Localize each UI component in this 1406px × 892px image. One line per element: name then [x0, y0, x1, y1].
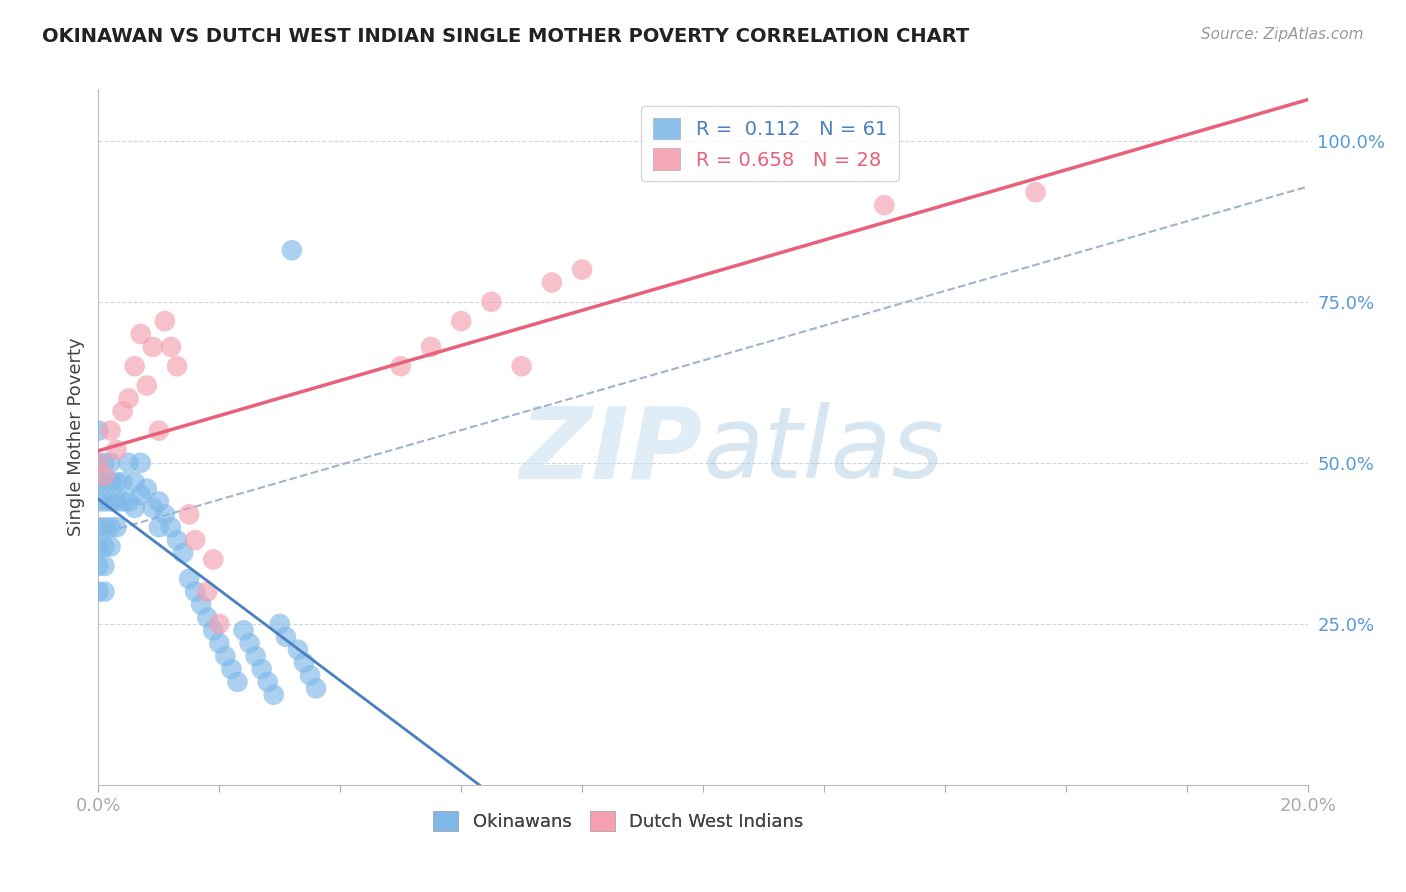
Point — [87, 475, 110, 490]
Y-axis label: Single Mother Poverty: Single Mother Poverty — [66, 338, 84, 536]
Point — [105, 475, 128, 490]
Point — [214, 649, 236, 664]
Point — [420, 340, 443, 354]
Point — [100, 475, 122, 490]
Point — [148, 494, 170, 508]
Point — [87, 520, 110, 534]
Point — [184, 533, 207, 548]
Point — [540, 276, 562, 290]
Point — [124, 359, 146, 374]
Point — [202, 552, 225, 566]
Point — [93, 540, 115, 554]
Point — [105, 520, 128, 534]
Point — [160, 520, 183, 534]
Point — [142, 340, 165, 354]
Point — [263, 688, 285, 702]
Point — [179, 508, 201, 522]
Point — [160, 340, 183, 354]
Point — [510, 359, 533, 374]
Point — [208, 636, 231, 650]
Point — [226, 674, 249, 689]
Point — [873, 198, 896, 212]
Text: atlas: atlas — [703, 402, 945, 500]
Point — [153, 508, 176, 522]
Point — [299, 668, 322, 682]
Point — [93, 475, 115, 490]
Point — [250, 662, 273, 676]
Point — [105, 442, 128, 457]
Point — [124, 475, 146, 490]
Point — [93, 520, 115, 534]
Point — [221, 662, 243, 676]
Point — [166, 533, 188, 548]
Point — [93, 494, 115, 508]
Point — [93, 584, 115, 599]
Point — [292, 656, 315, 670]
Point — [450, 314, 472, 328]
Point — [269, 616, 291, 631]
Point — [105, 494, 128, 508]
Point — [202, 624, 225, 638]
Point — [571, 262, 593, 277]
Text: ZIP: ZIP — [520, 402, 703, 500]
Point — [1024, 186, 1046, 200]
Point — [179, 572, 201, 586]
Point — [166, 359, 188, 374]
Point — [281, 244, 304, 258]
Point — [172, 546, 194, 560]
Point — [148, 520, 170, 534]
Point — [111, 494, 134, 508]
Point — [118, 456, 141, 470]
Point — [135, 482, 157, 496]
Point — [135, 378, 157, 392]
Point — [190, 598, 212, 612]
Point — [93, 456, 115, 470]
Point — [93, 558, 115, 573]
Point — [100, 540, 122, 554]
Point — [481, 294, 503, 309]
Point — [100, 424, 122, 438]
Point — [245, 649, 267, 664]
Point — [256, 674, 278, 689]
Point — [239, 636, 262, 650]
Point — [129, 456, 152, 470]
Point — [118, 392, 141, 406]
Point — [124, 500, 146, 515]
Point — [142, 500, 165, 515]
Point — [208, 616, 231, 631]
Point — [184, 584, 207, 599]
Point — [87, 584, 110, 599]
Point — [118, 494, 141, 508]
Point — [100, 520, 122, 534]
Point — [87, 540, 110, 554]
Point — [287, 642, 309, 657]
Point — [232, 624, 254, 638]
Point — [87, 456, 110, 470]
Point — [195, 584, 218, 599]
Point — [100, 456, 122, 470]
Point — [87, 424, 110, 438]
Text: Source: ZipAtlas.com: Source: ZipAtlas.com — [1201, 27, 1364, 42]
Point — [87, 456, 110, 470]
Point — [93, 468, 115, 483]
Point — [195, 610, 218, 624]
Point — [389, 359, 412, 374]
Point — [111, 404, 134, 418]
Point — [87, 558, 110, 573]
Point — [100, 494, 122, 508]
Point — [129, 326, 152, 341]
Point — [148, 424, 170, 438]
Point — [87, 494, 110, 508]
Legend: Okinawans, Dutch West Indians: Okinawans, Dutch West Indians — [426, 805, 811, 838]
Text: OKINAWAN VS DUTCH WEST INDIAN SINGLE MOTHER POVERTY CORRELATION CHART: OKINAWAN VS DUTCH WEST INDIAN SINGLE MOT… — [42, 27, 969, 45]
Point — [274, 630, 297, 644]
Point — [111, 475, 134, 490]
Point — [305, 681, 328, 696]
Point — [129, 488, 152, 502]
Point — [153, 314, 176, 328]
